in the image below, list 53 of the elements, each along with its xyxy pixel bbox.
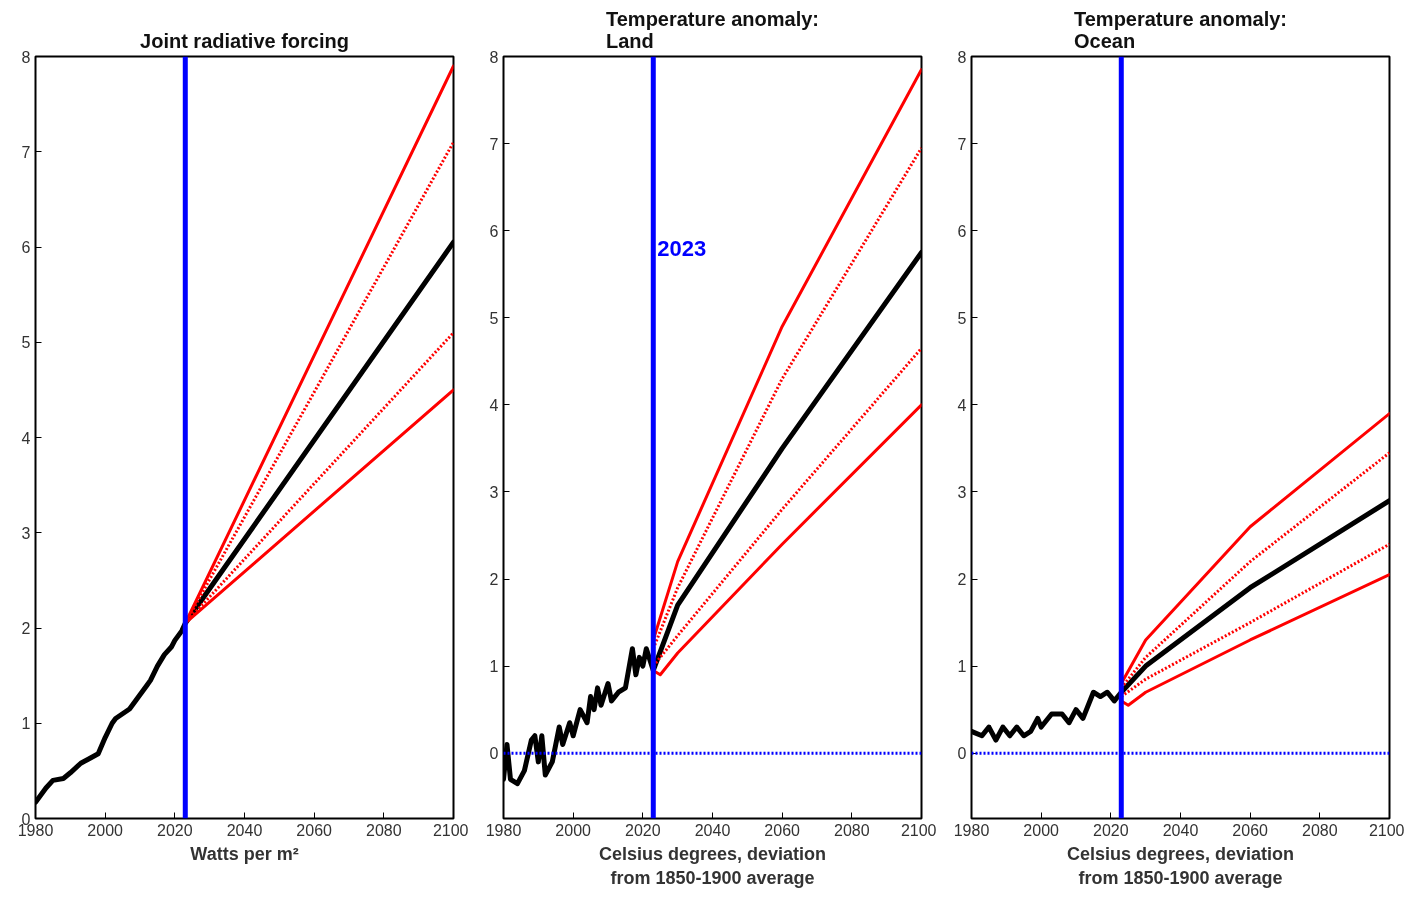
x-tick-label: 2060: [764, 821, 801, 839]
y-tick-label: 1: [21, 715, 31, 733]
y-tick-label: 2: [21, 620, 31, 637]
y-tick-label: 7: [489, 135, 499, 153]
x-tick-label: 2060: [1232, 821, 1269, 839]
x-tick-label: 2080: [834, 821, 870, 839]
y-tick-label: 1: [957, 658, 967, 676]
y-tick-label: 8: [21, 48, 31, 66]
y-tick-label: 3: [489, 483, 499, 501]
y-tick-label: 0: [957, 745, 967, 763]
x-tick-label: 2040: [694, 821, 731, 839]
chart-title: Temperature anomaly: Land: [605, 7, 820, 52]
y-tick-label: 8: [957, 48, 967, 66]
y-tick-label: 6: [957, 222, 967, 240]
x-axis-title: Celsius degrees, deviation from 1850-1900 average: [598, 843, 827, 888]
x-tick-label: 2040: [1162, 821, 1199, 839]
x-tick-label: 2000: [87, 821, 124, 839]
x-axis-title: Celsius degrees, deviation from 1850-1900 average: [1066, 843, 1295, 888]
x-tick-label: 2000: [555, 821, 592, 839]
y-tick-label: 0: [489, 745, 499, 763]
x-tick-label: 2100: [900, 821, 937, 839]
y-tick-label: 5: [21, 334, 31, 352]
y-tick-label: 3: [21, 524, 31, 542]
y-tick-label: 4: [957, 396, 967, 414]
x-tick-label: 2080: [1302, 821, 1338, 839]
y-tick-label: 2: [489, 571, 499, 589]
x-tick-label: 2060: [296, 821, 333, 839]
x-tick-label: 2100: [432, 821, 469, 839]
y-tick-label: 5: [957, 309, 967, 327]
chart-title: Joint radiative forcing: [140, 29, 349, 52]
y-tick-label: 6: [489, 222, 499, 240]
y-tick-label: 1: [489, 658, 499, 676]
x-tick-label: 1980: [485, 821, 522, 839]
y-tick-label: 4: [489, 396, 499, 414]
x-tick-label: 2080: [366, 821, 402, 839]
x-tick-label: 2040: [226, 821, 263, 839]
x-tick-label: 2100: [1368, 821, 1405, 839]
x-axis-title: Watts per m²: [190, 843, 299, 864]
x-tick-label: 2020: [157, 821, 193, 839]
y-tick-label: 6: [21, 239, 31, 256]
annotation: 2023: [657, 235, 707, 261]
x-tick-label: 1980: [953, 821, 990, 839]
x-tick-label: 2000: [1023, 821, 1060, 839]
y-tick-label: 5: [489, 309, 499, 327]
y-tick-label: 7: [21, 143, 31, 161]
y-tick-label: 4: [21, 429, 31, 447]
x-tick-label: 2020: [1093, 821, 1129, 839]
x-tick-label: 2020: [625, 821, 661, 839]
y-tick-label: 2: [957, 571, 967, 589]
y-tick-label: 3: [957, 483, 967, 501]
y-tick-label: 7: [957, 135, 967, 153]
y-tick-label: 8: [489, 48, 499, 66]
chart-title: Temperature anomaly: Ocean: [1073, 7, 1288, 52]
